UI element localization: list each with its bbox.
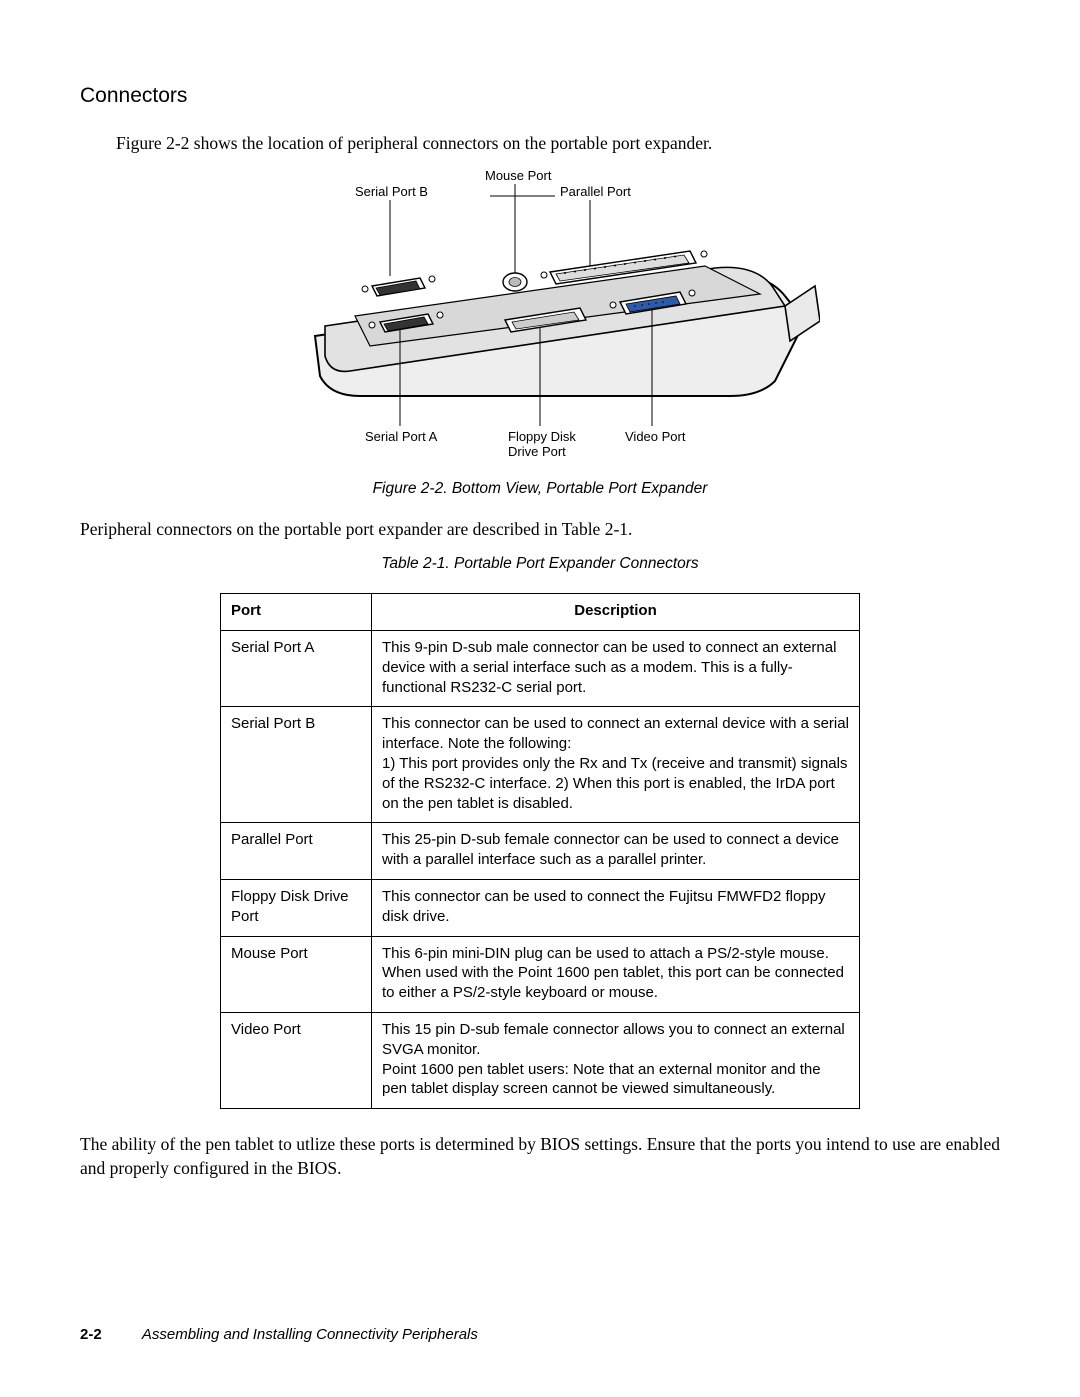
- label-parallel-port: Parallel Port: [560, 184, 631, 199]
- cell-desc: This 6-pin mini-DIN plug can be used to …: [372, 936, 860, 1012]
- footer-title: Assembling and Installing Connectivity P…: [142, 1326, 478, 1343]
- label-video-port: Video Port: [625, 429, 686, 444]
- cell-port: Serial Port A: [221, 631, 372, 707]
- device-body: [315, 251, 820, 396]
- connectors-table: Port Description Serial Port A This 9-pi…: [80, 593, 1000, 1109]
- cell-port: Serial Port B: [221, 707, 372, 823]
- table-row: Parallel Port This 25-pin D-sub female c…: [221, 823, 860, 880]
- table-header-port: Port: [221, 594, 372, 631]
- label-floppy-2: Drive Port: [508, 444, 566, 459]
- cell-desc: This 25-pin D-sub female connector can b…: [372, 823, 860, 880]
- table-row: Mouse Port This 6-pin mini-DIN plug can …: [221, 936, 860, 1012]
- table-row: Serial Port A This 9-pin D-sub male conn…: [221, 631, 860, 707]
- cell-port: Video Port: [221, 1013, 372, 1109]
- figure-port-expander: Serial Port B Mouse Port Parallel Port: [260, 166, 820, 466]
- cell-desc: This 9-pin D-sub male connector can be u…: [372, 631, 860, 707]
- table-row: Video Port This 15 pin D-sub female conn…: [221, 1013, 860, 1109]
- figure-caption: Figure 2-2. Bottom View, Portable Port E…: [80, 480, 1000, 498]
- closing-text: The ability of the pen tablet to utlize …: [80, 1133, 1000, 1180]
- table-header-description: Description: [372, 594, 860, 631]
- cell-desc: This 15 pin D-sub female connector allow…: [372, 1013, 860, 1109]
- cell-port: Floppy Disk Drive Port: [221, 880, 372, 937]
- label-serial-port-a: Serial Port A: [365, 429, 438, 444]
- label-mouse-port: Mouse Port: [485, 168, 552, 183]
- page-footer: 2-2 Assembling and Installing Connectivi…: [80, 1326, 478, 1343]
- intro-text: Figure 2-2 shows the location of periphe…: [116, 132, 1000, 156]
- cell-desc: This connector can be used to connect th…: [372, 880, 860, 937]
- label-serial-port-b: Serial Port B: [355, 184, 428, 199]
- page-number: 2-2: [80, 1326, 102, 1343]
- table-caption: Table 2-1. Portable Port Expander Connec…: [80, 555, 1000, 573]
- section-heading: Connectors: [80, 84, 1000, 108]
- cell-port: Parallel Port: [221, 823, 372, 880]
- label-floppy-1: Floppy Disk: [508, 429, 576, 444]
- table-row: Serial Port B This connector can be used…: [221, 707, 860, 823]
- cell-desc: This connector can be used to connect an…: [372, 707, 860, 823]
- mid-text: Peripheral connectors on the portable po…: [80, 518, 1000, 542]
- cell-port: Mouse Port: [221, 936, 372, 1012]
- table-row: Floppy Disk Drive Port This connector ca…: [221, 880, 860, 937]
- port-expander-diagram: Serial Port B Mouse Port Parallel Port: [260, 166, 820, 466]
